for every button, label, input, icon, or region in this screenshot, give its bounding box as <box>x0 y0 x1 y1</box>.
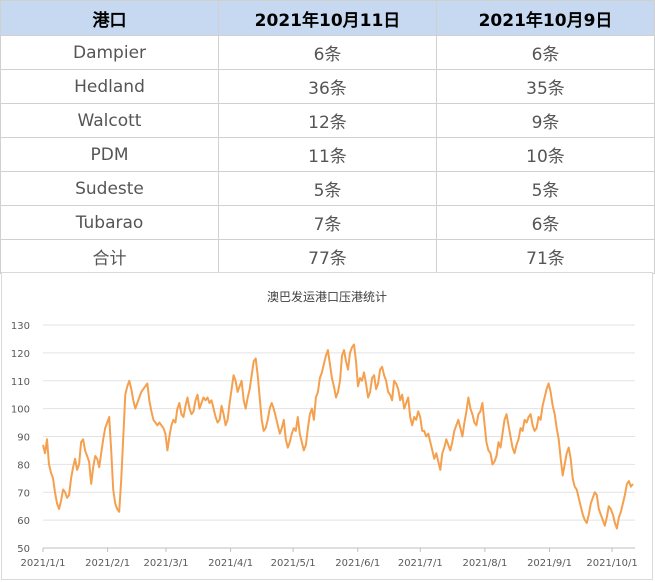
count-oct11: 7条 <box>218 205 437 240</box>
port-congestion-table: 港口 2021年10月11日 2021年10月9日 Dampier 6条 6条 … <box>0 0 655 274</box>
chart-title: 澳巴发运港口压港统计 <box>267 289 387 304</box>
y-tick-label: 130 <box>11 321 30 332</box>
x-tick-label: 2021/9/1 <box>527 558 572 569</box>
count-oct11: 5条 <box>218 171 437 206</box>
count-oct9: 6条 <box>436 35 655 70</box>
y-tick-label: 50 <box>17 544 30 555</box>
count-oct11: 6条 <box>218 35 437 70</box>
port-name: Hedland <box>0 69 219 104</box>
table-row: Dampier 6条 6条 <box>0 35 655 70</box>
port-name: PDM <box>0 137 219 172</box>
table-total-row: 合计 77条 71条 <box>0 239 655 274</box>
count-oct9: 6条 <box>436 205 655 240</box>
table-row: Walcott 12条 9条 <box>0 103 655 138</box>
x-tick-label: 2021/3/1 <box>144 558 189 569</box>
count-oct9: 10条 <box>436 137 655 172</box>
total-oct11: 77条 <box>218 239 437 274</box>
y-tick-label: 110 <box>11 377 30 388</box>
chart-container: 澳巴发运港口压港统计 50 60 70 80 90 100 110 120 130 2021/1/1… <box>1 272 653 580</box>
header-port: 港口 <box>0 0 219 36</box>
port-name: Sudeste <box>0 171 219 206</box>
count-oct9: 35条 <box>436 69 655 104</box>
x-tick-label: 2021/1/1 <box>21 558 66 569</box>
table-row: Sudeste 5条 5条 <box>0 171 655 206</box>
header-date-2: 2021年10月9日 <box>436 0 655 36</box>
count-oct11: 12条 <box>218 103 437 138</box>
port-name: Tubarao <box>0 205 219 240</box>
y-tick-label: 70 <box>17 488 30 499</box>
total-label: 合计 <box>0 239 219 274</box>
line-chart: 澳巴发运港口压港统计 50 60 70 80 90 100 110 120 130 2021/1/1… <box>11 289 638 569</box>
series-line <box>42 343 634 530</box>
y-tick-label: 80 <box>17 460 30 471</box>
count-oct9: 9条 <box>436 103 655 138</box>
x-tick-label: 2021/2/1 <box>85 558 130 569</box>
x-tick-label: 2021/8/1 <box>462 558 507 569</box>
y-tick-label: 90 <box>17 433 30 444</box>
y-tick-label: 120 <box>11 349 30 360</box>
x-tick-label: 2021/5/1 <box>271 558 316 569</box>
y-tick-label: 60 <box>17 516 30 527</box>
header-date-1: 2021年10月11日 <box>218 0 437 36</box>
x-tick-label: 2021/6/1 <box>335 558 380 569</box>
count-oct11: 36条 <box>218 69 437 104</box>
table-row: Tubarao 7条 6条 <box>0 205 655 240</box>
port-name: Dampier <box>0 35 219 70</box>
table-row: Hedland 36条 35条 <box>0 69 655 104</box>
count-oct11: 11条 <box>218 137 437 172</box>
x-tick-label: 2021/7/1 <box>398 558 443 569</box>
table-header-row: 港口 2021年10月11日 2021年10月9日 <box>0 0 655 36</box>
x-tick-label: 2021/10/1 <box>586 558 637 569</box>
x-tick-label: 2021/4/1 <box>208 558 253 569</box>
total-oct9: 71条 <box>436 239 655 274</box>
port-name: Walcott <box>0 103 219 138</box>
y-tick-label: 100 <box>11 405 30 416</box>
table-row: PDM 11条 10条 <box>0 137 655 172</box>
count-oct9: 5条 <box>436 171 655 206</box>
